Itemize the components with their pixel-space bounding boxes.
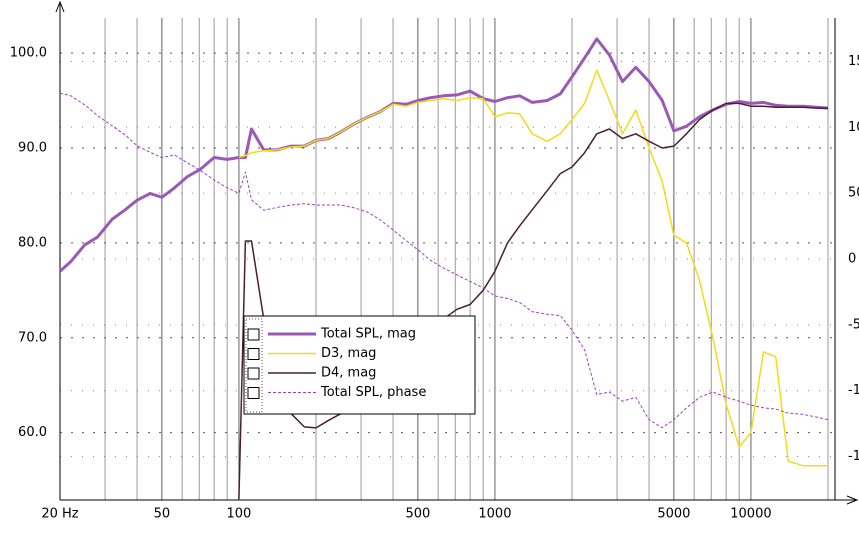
x-axis-arrow	[846, 495, 859, 505]
x-tick-label: 50	[154, 507, 171, 522]
y-tick-label: 80.0	[18, 235, 47, 250]
x-tick-label: 500	[405, 507, 430, 522]
y2-tick-label: 0	[848, 252, 856, 267]
legend-checkbox-column	[245, 318, 263, 413]
legend-checkbox[interactable]	[247, 367, 260, 380]
legend-label: Total SPL, phase	[320, 385, 426, 400]
y-tick-label: 70.0	[18, 330, 47, 345]
y-tick-label: 60.0	[18, 425, 47, 440]
legend-box	[243, 315, 476, 415]
series-line	[238, 102, 828, 500]
y2-tick-label: -100	[848, 383, 859, 398]
legend-checkbox[interactable]	[247, 328, 260, 341]
legend-label: D3, mag	[321, 346, 376, 361]
y2-tick-label: 100	[848, 120, 859, 135]
legend-label: Total SPL, mag	[320, 327, 416, 342]
y-tick-label: 90.0	[18, 140, 47, 155]
y2-tick-label: 50	[848, 186, 859, 201]
x-tick-label: 5000	[657, 507, 690, 522]
series-line	[58, 37, 829, 273]
y2-tick-label: -150	[848, 449, 859, 464]
y-axis-arrow	[55, 0, 65, 13]
x-tick-label: 1000	[478, 507, 511, 522]
series-line	[238, 69, 828, 467]
legend-checkbox[interactable]	[247, 387, 260, 399]
series-line	[59, 92, 829, 429]
x-tick-label: 100	[227, 507, 252, 522]
y2-tick-label: 150	[848, 54, 859, 69]
legend-label: D4, mag	[321, 366, 376, 381]
legend-checkbox[interactable]	[247, 348, 260, 360]
x-tick-label: 20 Hz	[41, 507, 78, 522]
y2-tick-label: -50	[848, 317, 859, 332]
x-tick-label: 10000	[730, 507, 771, 522]
y-tick-label: 100.0	[10, 46, 47, 61]
